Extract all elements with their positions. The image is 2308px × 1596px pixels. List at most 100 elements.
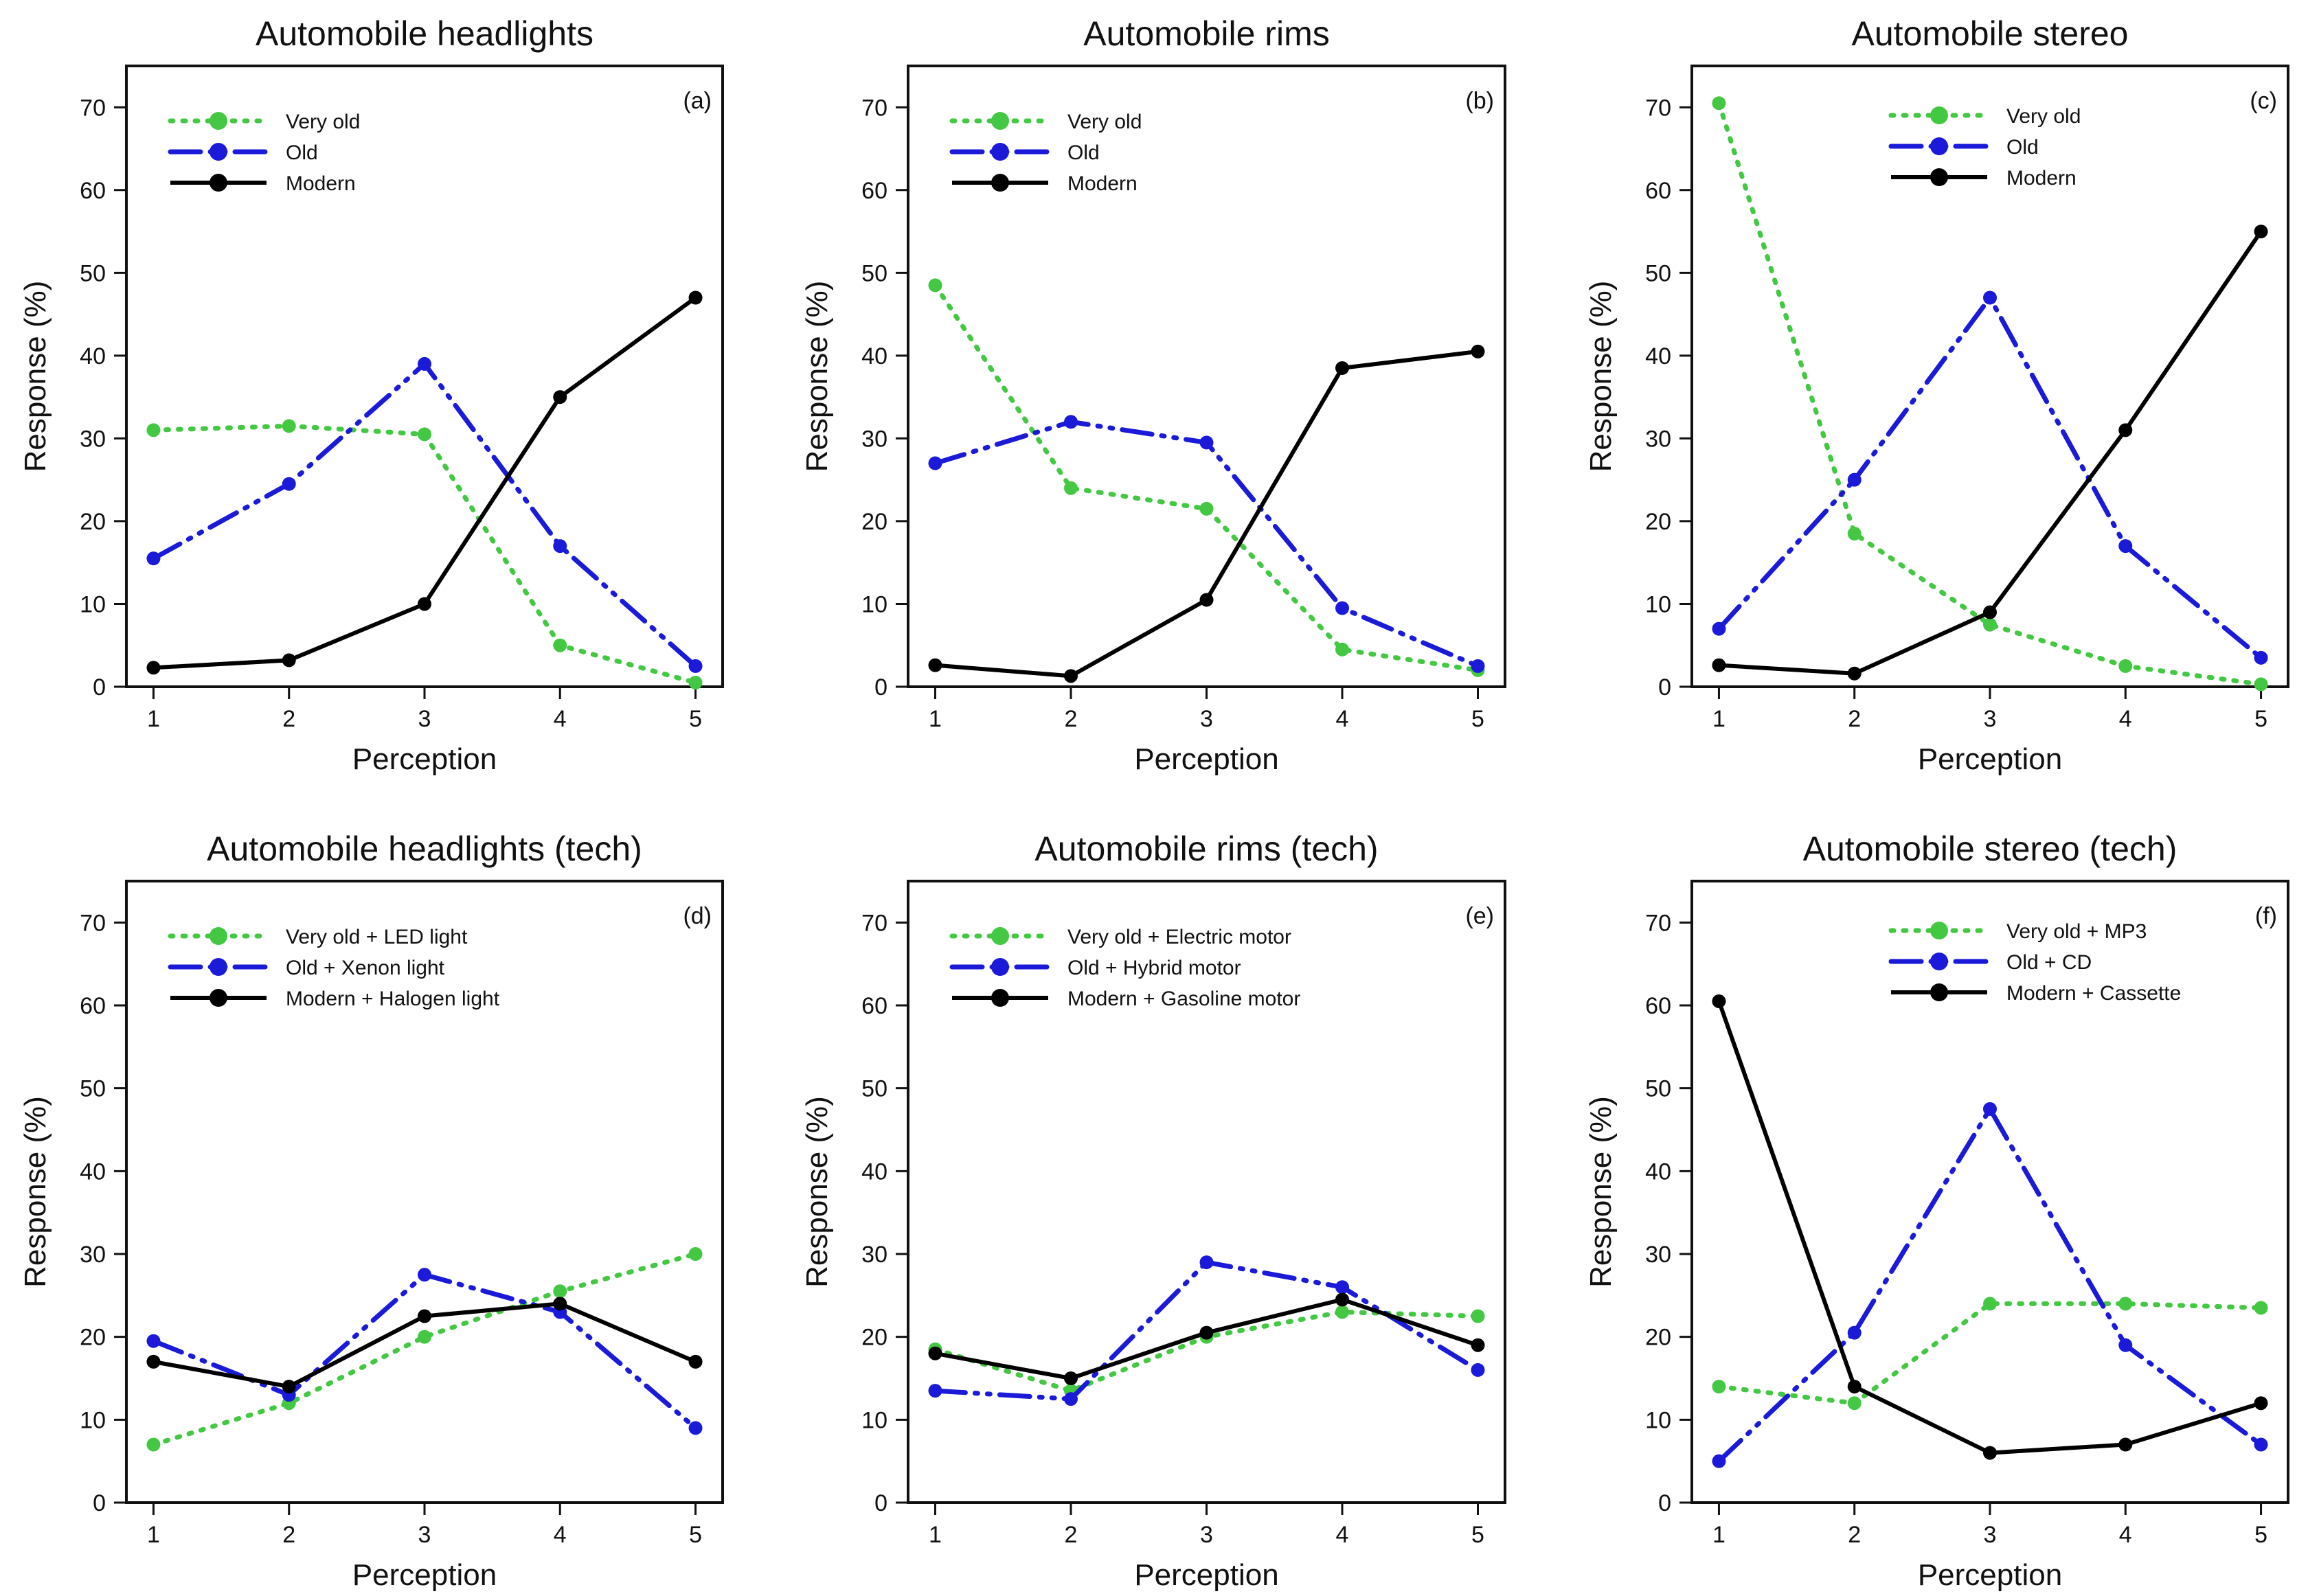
- y-tick-label: 60: [1645, 178, 1671, 204]
- x-tick-label: 1: [929, 706, 942, 732]
- series-line-1: [933, 282, 1480, 673]
- data-point: [1983, 1297, 1997, 1311]
- legend-marker: [991, 112, 1009, 130]
- legend-entry-3: Modern + Halogen light: [286, 988, 500, 1010]
- x-axis-title: Perception: [1134, 1558, 1278, 1592]
- data-point: [553, 638, 567, 652]
- y-tick-label: 60: [80, 178, 106, 204]
- y-tick-label: 40: [80, 1159, 106, 1185]
- x-tick-label: 3: [418, 1522, 431, 1548]
- chart-title: Automobile headlights (tech): [207, 830, 642, 868]
- data-point: [1471, 1338, 1485, 1352]
- y-axis-title: Response (%): [800, 1096, 834, 1288]
- data-point: [146, 1437, 161, 1452]
- x-axis-title: Perception: [1918, 742, 2062, 776]
- y-tick-label: 40: [1645, 1159, 1671, 1185]
- y-tick-label: 70: [80, 95, 106, 121]
- data-point: [1983, 605, 1997, 619]
- legend-entry-2: Old + CD: [2006, 951, 2092, 974]
- data-point: [553, 539, 567, 554]
- data-point: [2254, 225, 2268, 239]
- legend-marker: [1930, 922, 1948, 939]
- data-point: [553, 1284, 567, 1299]
- data-point: [2254, 1437, 2268, 1452]
- x-tick-label: 2: [1848, 706, 1861, 732]
- y-tick-label: 50: [1645, 260, 1671, 286]
- data-point: [1335, 1305, 1349, 1319]
- x-tick-label: 5: [1471, 1522, 1484, 1548]
- data-point: [146, 551, 161, 566]
- data-point: [1335, 1292, 1349, 1307]
- data-point: [1335, 642, 1349, 657]
- data-point: [282, 477, 296, 491]
- legend-entry-1: Very old + Electric motor: [1067, 926, 1291, 948]
- data-point: [1983, 1446, 1997, 1460]
- data-point: [2254, 650, 2268, 665]
- legend-marker: [1930, 983, 1948, 1001]
- series-line-1: [150, 1251, 699, 1448]
- y-tick-label: 0: [1658, 674, 1671, 700]
- data-point: [2118, 1297, 2133, 1311]
- data-point: [282, 653, 296, 668]
- series-line-2: [1716, 1106, 2264, 1464]
- y-axis-title: Response (%): [19, 1096, 52, 1288]
- y-tick-label: 30: [1645, 426, 1671, 452]
- legend-entry-3: Modern: [2006, 167, 2077, 190]
- data-point: [1847, 1380, 1862, 1394]
- data-point: [282, 1380, 296, 1394]
- data-point: [928, 1384, 942, 1398]
- y-tick-label: 30: [80, 426, 106, 452]
- legend-entry-1: Very old: [286, 111, 360, 133]
- data-point: [553, 1297, 567, 1311]
- data-point: [1199, 593, 1214, 607]
- y-tick-label: 20: [1645, 1325, 1671, 1351]
- legend-marker: [1930, 953, 1948, 970]
- y-axis-title: Response (%): [1584, 1096, 1618, 1288]
- y-tick-label: 30: [1645, 1242, 1671, 1268]
- y-axis-title: Response (%): [800, 281, 834, 472]
- data-point: [282, 419, 296, 433]
- legend-marker: [991, 143, 1009, 161]
- data-point: [1983, 290, 1997, 305]
- data-point: [418, 597, 431, 611]
- legend-marker: [991, 174, 1009, 192]
- y-tick-label: 40: [80, 343, 106, 369]
- y-tick-label: 70: [1645, 910, 1671, 936]
- data-point: [418, 427, 431, 442]
- y-tick-label: 20: [80, 509, 106, 535]
- y-tick-label: 0: [874, 674, 887, 700]
- legend-marker: [210, 112, 227, 130]
- y-tick-label: 60: [861, 178, 887, 204]
- x-axis-title: Perception: [352, 742, 497, 776]
- y-tick-label: 50: [861, 1076, 887, 1102]
- x-tick-label: 2: [1065, 706, 1078, 732]
- panel-label: (d): [683, 903, 712, 929]
- chart-title: Automobile rims: [1083, 14, 1329, 53]
- x-tick-label: 3: [418, 706, 431, 732]
- legend-marker: [210, 174, 227, 192]
- legend-entry-2: Old + Hybrid motor: [1067, 957, 1241, 979]
- data-point: [418, 356, 431, 371]
- data-point: [688, 290, 703, 305]
- legend-marker: [210, 958, 227, 976]
- data-point: [1199, 501, 1214, 516]
- data-point: [1712, 96, 1726, 111]
- x-axis-title: Perception: [1918, 1558, 2062, 1592]
- legend-marker: [991, 927, 1009, 945]
- data-point: [928, 278, 942, 293]
- legend-marker: [991, 958, 1009, 976]
- x-tick-label: 2: [282, 706, 295, 732]
- data-point: [928, 456, 942, 470]
- data-point: [2118, 539, 2133, 554]
- data-point: [688, 659, 703, 673]
- panel-label: (f): [2255, 903, 2277, 929]
- y-tick-label: 10: [861, 1407, 887, 1433]
- legend-marker: [1930, 168, 1948, 186]
- x-tick-label: 2: [1065, 1522, 1078, 1548]
- data-point: [2254, 677, 2268, 692]
- y-axis-title: Response (%): [1584, 281, 1618, 472]
- data-point: [146, 1354, 161, 1369]
- chart-title: Automobile rims (tech): [1034, 830, 1378, 868]
- chart-title: Automobile stereo: [1851, 14, 2128, 53]
